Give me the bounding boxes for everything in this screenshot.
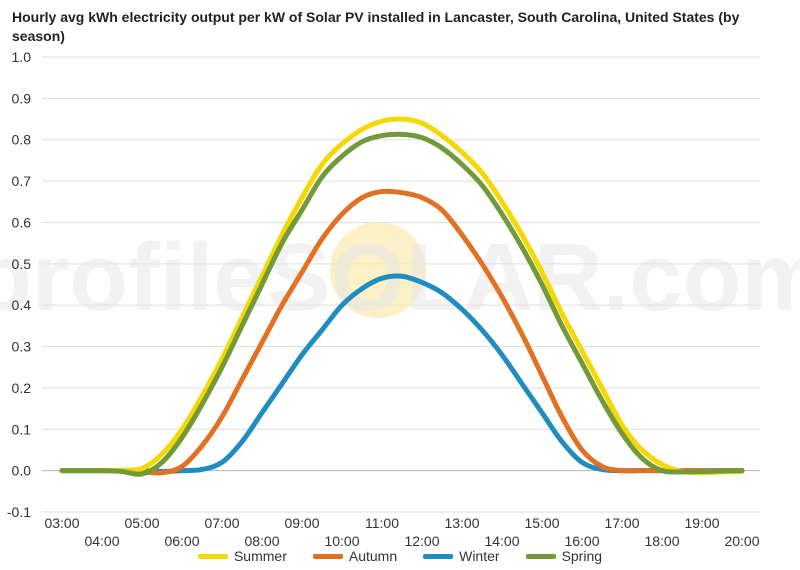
y-tick-label: 0.3 (12, 339, 32, 355)
x-tick-label: 11:00 (365, 515, 399, 531)
x-tick-label: 10:00 (324, 533, 359, 549)
y-tick-label: 0.8 (12, 132, 32, 148)
x-tick-label: 05:00 (124, 515, 159, 531)
x-tick-label: 13:00 (444, 515, 479, 531)
x-tick-label: 12:00 (404, 533, 439, 549)
legend-swatch (423, 553, 454, 559)
legend-swatch (525, 553, 556, 559)
chart-title: Hourly avg kWh electricity output per kW… (12, 9, 740, 44)
x-tick-label: 19:00 (684, 515, 719, 531)
x-tick-label: 03:00 (44, 515, 79, 531)
y-tick-label: 0.5 (12, 256, 32, 272)
legend-item-autumn: Autumn (312, 548, 398, 564)
legend-item-spring: Spring (525, 548, 603, 564)
x-tick-label: 15:00 (524, 515, 559, 531)
x-tick-label: 20:00 (724, 533, 759, 549)
legend-item-winter: Winter (423, 548, 500, 564)
x-tick-label: 17:00 (604, 515, 639, 531)
x-tick-label: 04:00 (84, 533, 119, 549)
series-line-spring (59, 131, 745, 477)
x-tick-label: 16:00 (564, 533, 599, 549)
x-tick-label: 14:00 (484, 533, 519, 549)
legend-label: Winter (459, 548, 500, 564)
y-tick-label: 0.6 (12, 214, 32, 230)
y-tick-label: 0.9 (12, 90, 32, 106)
y-tick-label: 0.1 (12, 421, 32, 437)
x-tick-label: 06:00 (164, 533, 199, 549)
x-tick-label: 08:00 (244, 533, 279, 549)
legend: Summer Autumn Winter Spring (0, 548, 800, 564)
x-tick-label: 09:00 (284, 515, 319, 531)
series-line-summer (59, 116, 745, 476)
legend-item-summer: Summer (197, 548, 287, 564)
series-line-autumn (59, 188, 745, 476)
y-tick-label: 0.7 (12, 173, 32, 189)
x-tick-label: 18:00 (644, 533, 679, 549)
legend-label: Summer (233, 548, 287, 564)
legend-label: Autumn (348, 548, 398, 564)
y-tick-label: 1.0 (12, 49, 32, 65)
x-tick-label: 07:00 (204, 515, 239, 531)
legend-label: Spring (561, 548, 603, 564)
legend-swatch (197, 553, 228, 559)
y-tick-label: -0.1 (7, 504, 31, 520)
y-tick-label: 0.4 (12, 297, 32, 313)
y-tick-label: 0.2 (12, 380, 32, 396)
y-tick-label: 0.0 (12, 463, 32, 479)
legend-swatch (312, 553, 343, 559)
